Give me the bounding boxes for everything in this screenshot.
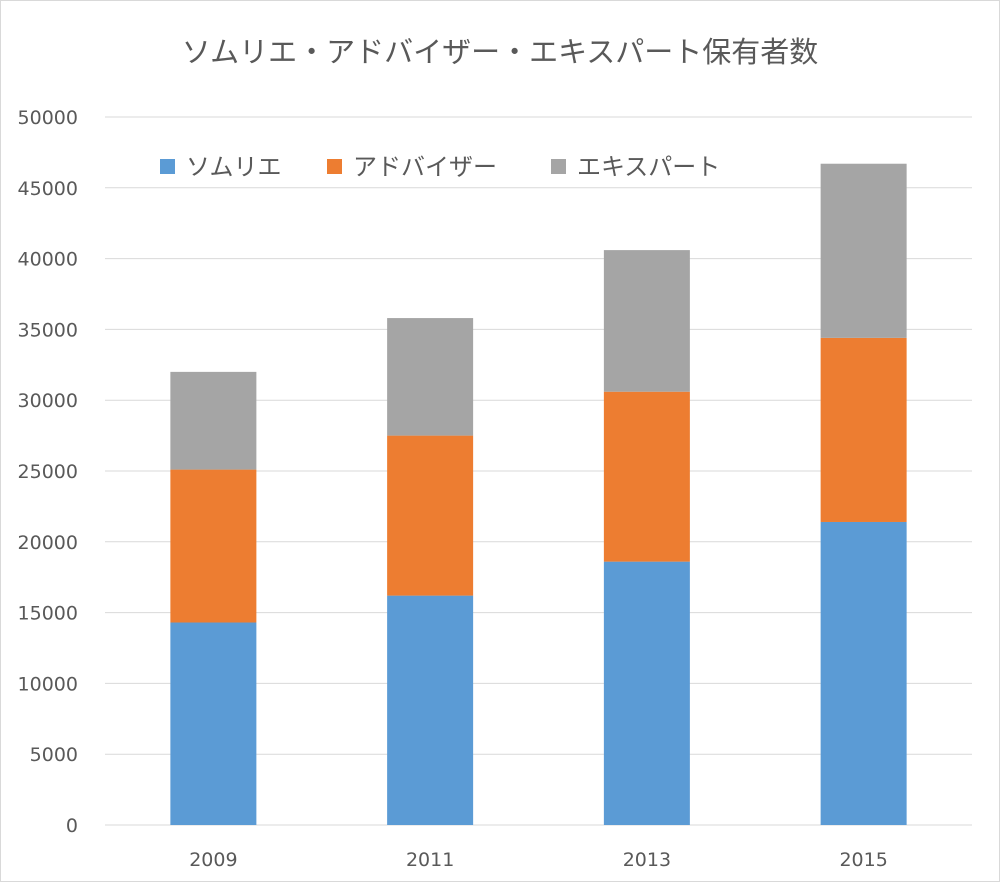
y-tick-label: 0 xyxy=(66,815,78,837)
legend: ソムリエ アドバイザー エキスパート xyxy=(160,153,720,181)
y-tick-label: 20000 xyxy=(18,532,78,554)
x-tick-label: 2009 xyxy=(189,849,237,871)
bar-segment xyxy=(170,469,257,623)
legend-swatch xyxy=(327,159,342,174)
y-tick-label: 10000 xyxy=(18,673,78,695)
x-tick-label: 2013 xyxy=(623,849,671,871)
x-tick-label: 2015 xyxy=(839,849,887,871)
x-tick-label: 2011 xyxy=(406,849,454,871)
bars xyxy=(170,163,907,825)
legend-swatch xyxy=(160,159,175,174)
bar-segment xyxy=(820,163,907,338)
bar-segment xyxy=(603,391,690,562)
legend-item: エキスパート xyxy=(551,153,720,181)
legend-item: アドバイザー xyxy=(327,153,497,181)
chart-title: ソムリエ・アドバイザー・エキスパート保有者数 xyxy=(182,35,819,69)
bar-segment xyxy=(170,371,257,470)
y-axis-ticks: 0 5000 10000 15000 20000 25000 30000 35000 40000… xyxy=(18,107,78,837)
y-tick-label: 15000 xyxy=(18,603,78,625)
bar-segment xyxy=(170,622,257,825)
y-tick-label: 35000 xyxy=(18,319,78,341)
legend-swatch xyxy=(551,159,566,174)
bar-segment xyxy=(820,337,907,522)
bar-segment xyxy=(387,435,474,596)
x-axis-ticks: 2009 2011 2013 2015 xyxy=(189,849,888,871)
legend-label: エキスパート xyxy=(577,153,720,181)
bar-segment xyxy=(603,250,690,392)
y-tick-label: 45000 xyxy=(18,178,78,200)
bar-segment xyxy=(387,318,474,436)
bar-segment xyxy=(387,595,474,825)
y-tick-label: 30000 xyxy=(18,390,78,412)
legend-label: ソムリエ xyxy=(186,153,282,181)
y-tick-label: 5000 xyxy=(30,744,78,766)
y-tick-label: 50000 xyxy=(18,107,78,129)
bar-segment xyxy=(820,521,907,825)
legend-item: ソムリエ xyxy=(160,153,282,181)
legend-label: アドバイザー xyxy=(353,153,497,181)
y-tick-label: 25000 xyxy=(18,461,78,483)
bar-segment xyxy=(603,561,690,825)
y-tick-label: 40000 xyxy=(18,249,78,271)
